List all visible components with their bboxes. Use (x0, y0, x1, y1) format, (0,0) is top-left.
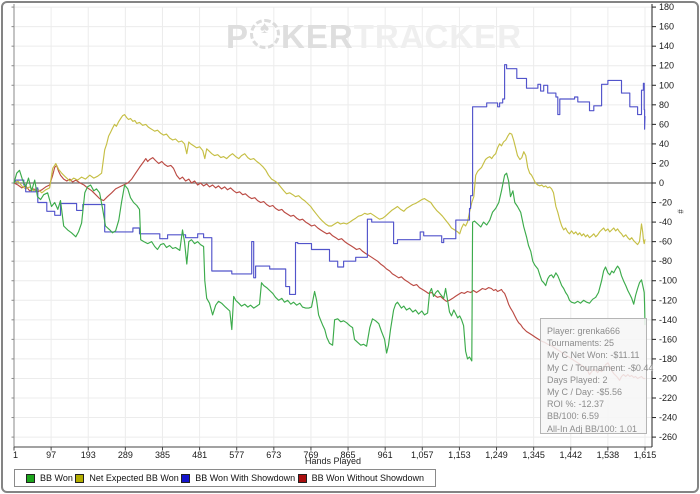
x-tick-label: 481 (192, 450, 207, 460)
y-tick-label: 120 (659, 61, 674, 71)
x-tick-label: 673 (266, 450, 281, 460)
x-tick-label: 1,538 (597, 450, 620, 460)
x-tick-label: 1,345 (522, 450, 545, 460)
tooltip-stat-line: My C / Day: -$5.56 (547, 387, 623, 398)
y-tick-label: 180 (659, 2, 674, 12)
chart-legend: BB Won Net Expected BB Won BB Won With Sho… (14, 469, 436, 487)
y-tick-label: 60 (659, 119, 669, 129)
legend-swatch-icon (181, 473, 191, 483)
y-tick-label: 140 (659, 41, 674, 51)
y-tick-label: 100 (659, 80, 674, 90)
spade-icon: ♠ (260, 18, 271, 37)
legend-item: BB Won Without Showdown (297, 473, 424, 483)
y-tick-label: -20 (659, 198, 672, 208)
y-tick-label: -160 (659, 334, 677, 344)
legend-swatch-icon (75, 473, 85, 483)
x-tick-label: 97 (46, 450, 56, 460)
x-tick-label: 1,442 (559, 450, 582, 460)
watermark-text-p: P (226, 18, 250, 55)
y-tick-label: -180 (659, 354, 677, 364)
series-line-bb-won (13, 169, 646, 362)
tooltip-stat-line: ROI %: -12.37 (547, 399, 605, 410)
y-tick-label: -140 (659, 315, 677, 325)
y-axis-title: # (675, 209, 685, 214)
x-tick-label: 1,153 (448, 450, 471, 460)
poker-chip-icon: ♠ (250, 18, 281, 49)
legend-swatch-icon (297, 473, 307, 483)
y-tick-label: -240 (659, 413, 677, 423)
x-tick-label: 865 (341, 450, 356, 460)
y-tick-label: -260 (659, 432, 677, 442)
x-tick-label: 1 (13, 450, 18, 460)
y-tick-label: 40 (659, 139, 669, 149)
y-tick-label: 20 (659, 158, 669, 168)
legend-label: BB Won (40, 473, 73, 483)
x-axis-title: Hands Played (304, 456, 362, 466)
series-line-net-expected-bb-won (13, 114, 646, 246)
watermark-text-tracker: TRACKER (353, 18, 523, 55)
tooltip-stat-line: Days Played: 2 (547, 374, 608, 385)
x-tick-label: 385 (155, 450, 170, 460)
y-tick-label: 0 (659, 178, 664, 188)
x-tick-label: 1,249 (485, 450, 508, 460)
x-tick-label: 1,615 (634, 450, 657, 460)
tooltip-stat-line: Player: grenka666 (547, 326, 621, 336)
tooltip-stat-line: All-In Adj BB/100: 1.01 (547, 423, 638, 434)
pokertracker-watermark: P ♠ KERTRACKER (226, 18, 522, 56)
x-tick-label: 577 (229, 450, 244, 460)
tooltip-stat-line: BB/100: 6.59 (547, 411, 600, 422)
y-tick-label: -60 (659, 237, 672, 247)
legend-label: Net Expected BB Won (89, 473, 179, 483)
tooltip-stat-line: My C / Tournament: -$0.44 (547, 362, 654, 373)
legend-swatch-icon (26, 473, 35, 483)
y-tick-label: -200 (659, 373, 677, 383)
legend-label: BB Won Without Showdown (311, 473, 424, 483)
series-line-bb-won-with-showdown (13, 64, 646, 295)
tooltip-stat-line: Tournaments: 25 (547, 338, 615, 349)
x-tick-label: 289 (118, 450, 133, 460)
player-stats-tooltip: Player: grenka666 Tournaments: 25 My C Net… (540, 318, 654, 434)
legend-label: BB Won With Showdown (195, 473, 296, 483)
y-tick-label: -80 (659, 256, 672, 266)
tooltip-stat-line: My C Net Won: -$11.11 (547, 350, 640, 361)
legend-item: BB Won (26, 473, 73, 483)
y-tick-label: -120 (659, 295, 677, 305)
y-tick-label: 80 (659, 100, 669, 110)
y-tick-label: 160 (659, 22, 674, 32)
x-tick-label: 1,057 (411, 450, 434, 460)
watermark-text-ker: KER (281, 18, 354, 55)
y-tick-label: -220 (659, 393, 677, 403)
x-tick-label: 961 (378, 450, 393, 460)
legend-item: BB Won With Showdown (181, 473, 295, 483)
legend-item: Net Expected BB Won (75, 473, 179, 483)
y-tick-label: -40 (659, 217, 672, 227)
x-tick-label: 769 (303, 450, 318, 460)
x-tick-label: 193 (81, 450, 96, 460)
y-tick-label: -100 (659, 276, 677, 286)
